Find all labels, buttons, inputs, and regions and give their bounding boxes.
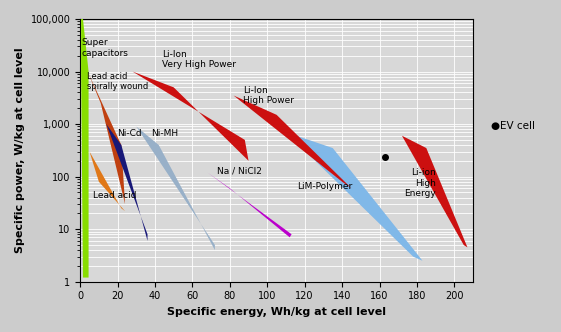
Polygon shape — [81, 19, 89, 278]
Text: Ni-MH: Ni-MH — [151, 129, 178, 138]
Polygon shape — [286, 132, 422, 261]
Text: ●EV cell: ●EV cell — [491, 121, 535, 131]
Text: Li-Ion
Very High Power: Li-Ion Very High Power — [163, 50, 237, 69]
Polygon shape — [90, 152, 125, 211]
Polygon shape — [233, 96, 351, 188]
X-axis label: Specific energy, Wh/kg at cell level: Specific energy, Wh/kg at cell level — [167, 307, 386, 317]
Text: Li-ion
High
Energy: Li-ion High Energy — [404, 168, 436, 198]
Text: Super
capacitors: Super capacitors — [81, 39, 128, 58]
Y-axis label: Specific power, W/kg at cell level: Specific power, W/kg at cell level — [15, 47, 25, 253]
Polygon shape — [88, 71, 125, 204]
Text: Li-Ion
High Power: Li-Ion High Power — [243, 86, 294, 105]
Polygon shape — [136, 126, 215, 250]
Text: Na / NiCl2: Na / NiCl2 — [217, 166, 261, 175]
Text: LiM-Polymer: LiM-Polymer — [297, 182, 352, 191]
Polygon shape — [208, 172, 292, 237]
Text: Lead acid: Lead acid — [93, 191, 137, 201]
Polygon shape — [402, 136, 467, 247]
Text: Lead acid
spirally wound: Lead acid spirally wound — [87, 72, 148, 91]
Polygon shape — [107, 124, 148, 241]
Text: Ni-Cd: Ni-Cd — [117, 129, 141, 138]
Polygon shape — [132, 71, 249, 161]
